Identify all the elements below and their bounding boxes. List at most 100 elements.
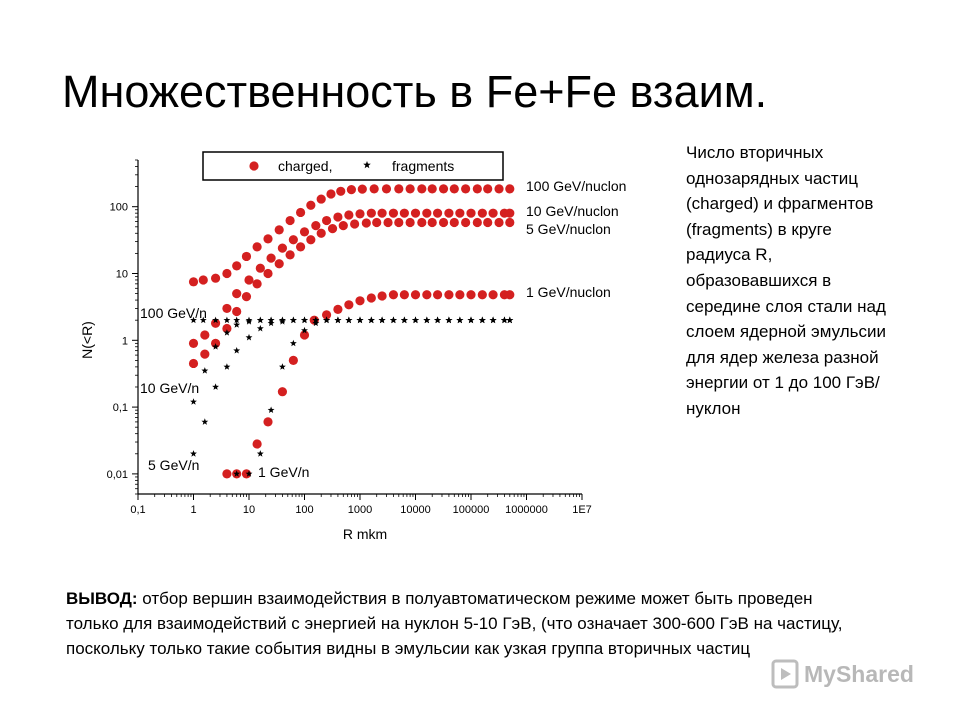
charged-point	[241, 251, 252, 262]
charged-point	[405, 217, 415, 228]
charged-point	[355, 209, 365, 219]
charged-point	[388, 208, 399, 218]
charged-point	[422, 290, 432, 300]
fragment-point	[356, 316, 364, 324]
charged-point	[306, 235, 316, 245]
fragment-point	[190, 450, 197, 457]
slide-title: Множественность в Fe+Fe взаим.	[62, 66, 768, 117]
x-tick-label: 1000000	[505, 504, 548, 516]
fragment-point	[400, 316, 408, 324]
fragment-point	[289, 339, 297, 347]
charged-point	[449, 184, 459, 194]
x-tick-label: 1	[190, 504, 196, 516]
charged-point	[505, 208, 515, 218]
charged-point	[252, 279, 262, 289]
charged-point	[188, 338, 199, 348]
charged-point	[326, 189, 336, 199]
charged-point	[422, 208, 432, 218]
fragment-point	[233, 316, 241, 324]
series-label: 1 GeV/nuclon	[526, 284, 611, 300]
fragment-point	[212, 383, 220, 390]
charged-point	[388, 290, 399, 300]
fragment-point	[389, 316, 397, 324]
fragment-point	[506, 316, 514, 324]
fragment-point	[223, 316, 231, 324]
fragment-point	[212, 343, 220, 350]
charged-point	[427, 184, 437, 194]
fragment-point	[201, 367, 209, 374]
charged-point	[432, 208, 443, 218]
fragment-point	[256, 324, 264, 332]
fragment-point	[199, 316, 207, 324]
charged-point	[311, 221, 321, 231]
charged-point	[449, 217, 459, 228]
fragment-point	[190, 398, 197, 405]
charged-point	[494, 217, 504, 228]
charged-point	[438, 217, 449, 228]
charged-point	[285, 215, 295, 226]
chart-labels: 0,1 1 10 100 1000 10000 100000 1000000 1E7 0,01 0,…	[79, 178, 626, 542]
fragment-point	[312, 319, 320, 327]
charged-point	[346, 185, 357, 195]
charged-point	[366, 208, 376, 218]
conclusion-label: ВЫВОД:	[66, 589, 138, 608]
charged-point	[377, 208, 387, 218]
charged-point	[444, 290, 454, 300]
charged-point	[277, 387, 288, 397]
charged-point	[232, 261, 242, 271]
charged-point	[432, 290, 443, 300]
charged-point	[417, 217, 427, 228]
charged-point	[263, 268, 273, 279]
charged-point	[210, 273, 221, 283]
charged-point	[321, 215, 332, 226]
fragment-point	[223, 329, 231, 336]
y-tick-label: 0,1	[113, 402, 128, 414]
charged-point	[394, 184, 404, 194]
charged-point	[477, 208, 487, 218]
fragment-point	[223, 363, 231, 370]
charged-point	[200, 349, 210, 359]
charged-point	[488, 208, 498, 218]
charged-point	[222, 323, 232, 334]
charged-point	[198, 275, 208, 285]
legend-fragments-marker	[363, 161, 371, 169]
fragment-point	[434, 316, 442, 324]
charged-point	[394, 217, 404, 228]
charged-point	[252, 439, 262, 449]
charged-point	[188, 358, 199, 369]
charged-point	[344, 210, 354, 220]
charged-point	[316, 228, 326, 238]
series-label: 100 GeV/nuclon	[526, 178, 626, 194]
series-label: 10 GeV/nuclon	[526, 203, 619, 219]
charged-point	[381, 184, 392, 194]
legend-charged-label: charged,	[278, 158, 332, 174]
charged-point	[222, 268, 232, 279]
fragment-point	[489, 316, 497, 324]
charged-point	[455, 290, 465, 300]
charged-point	[266, 253, 276, 263]
charged-point	[369, 184, 379, 194]
charged-point	[410, 290, 421, 300]
charged-point	[427, 217, 437, 228]
series-fragments-7	[233, 316, 514, 477]
x-tick-label: 10	[243, 504, 255, 516]
x-tick-label: 1000	[348, 504, 372, 516]
charged-point	[488, 290, 498, 300]
charged-point	[355, 296, 365, 306]
series-fragments-6	[190, 316, 514, 457]
charged-point	[472, 217, 482, 228]
charged-point	[405, 184, 415, 194]
fragment-point	[289, 316, 297, 324]
charged-point	[295, 207, 306, 218]
charged-point	[361, 218, 371, 228]
charged-point	[263, 234, 273, 244]
x-tick-label: 10000	[400, 504, 431, 516]
charged-point	[357, 184, 367, 194]
charged-point	[438, 184, 449, 194]
series-label: 5 GeV/nuclon	[526, 221, 611, 237]
charged-point	[288, 235, 298, 245]
charged-point	[483, 217, 493, 228]
charged-point	[417, 184, 427, 194]
charged-point	[333, 212, 343, 222]
charged-point	[366, 293, 376, 303]
